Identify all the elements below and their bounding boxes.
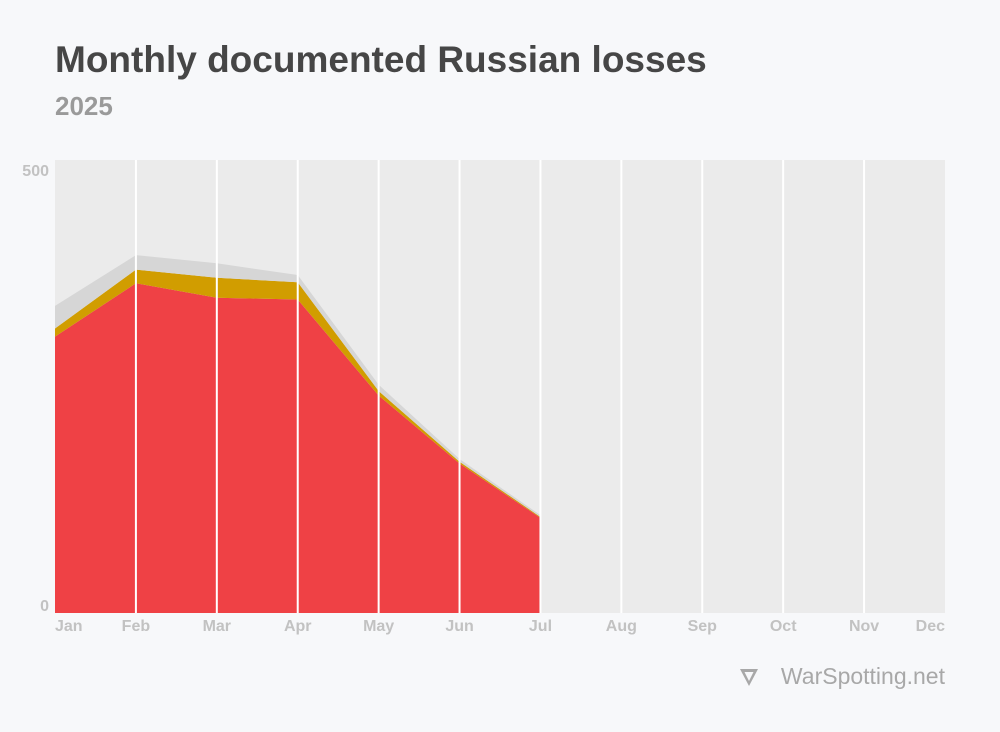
source: WarSpotting.net: [781, 663, 946, 689]
x-tick-label: Nov: [849, 618, 879, 635]
x-tick-label: Feb: [122, 618, 151, 635]
x-tick-label: May: [363, 618, 394, 635]
chart-subtitle: 2025: [55, 91, 113, 121]
x-tick-label: Oct: [770, 618, 797, 635]
x-tick-label: Aug: [606, 618, 637, 635]
logo-icon: [740, 669, 758, 686]
x-tick-label: Sep: [688, 618, 718, 635]
x-tick-label: Mar: [203, 618, 231, 635]
chart-title: Monthly documented Russian losses: [55, 39, 707, 80]
x-tick-label: Jun: [445, 618, 473, 635]
x-tick-label: Jul: [529, 618, 552, 635]
x-tick-label: Jan: [55, 618, 83, 635]
y-tick-label: 500: [22, 163, 49, 180]
y-tick-label: 0: [40, 598, 49, 615]
x-tick-label: Apr: [284, 618, 312, 635]
plot-area: 0 500 Jan Feb Mar Apr May Jun Jul Aug Sep Oct Nov Dec: [22, 160, 945, 635]
x-tick-label: Dec: [916, 618, 945, 635]
area: [55, 269, 541, 518]
area: [55, 255, 541, 517]
